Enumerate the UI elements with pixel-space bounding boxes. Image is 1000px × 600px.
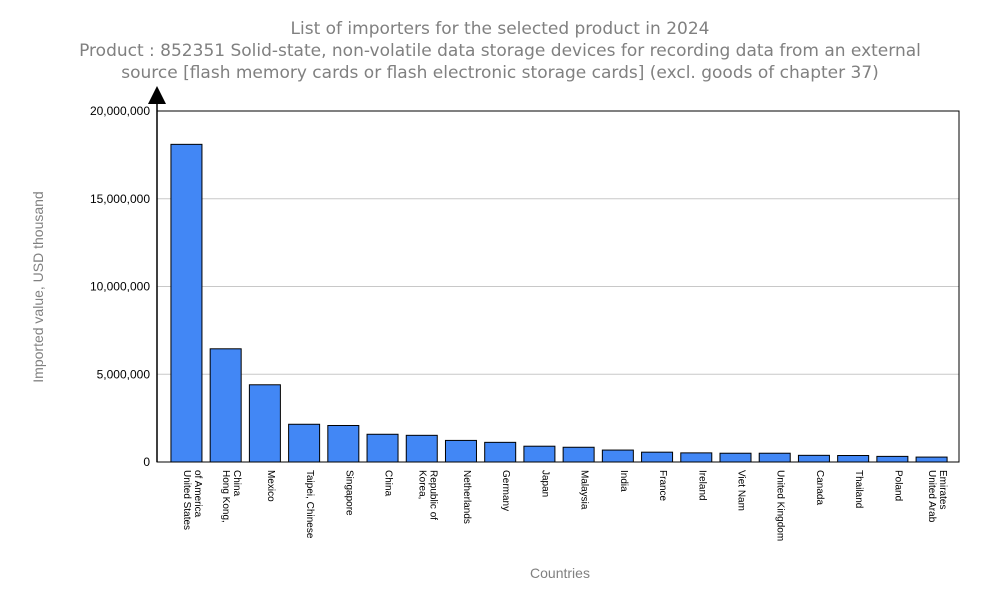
bar <box>170 143 203 463</box>
x-category-label-line: Poland <box>892 470 903 501</box>
x-category-label-line: Mexico <box>265 470 276 502</box>
y-axis-arrow-icon <box>148 86 166 104</box>
x-category-label-line: Hong Kong, <box>220 470 231 523</box>
x-category-label-line: Emirates <box>937 470 948 509</box>
x-category-label-line: Thailand <box>853 470 864 508</box>
bar <box>405 434 438 463</box>
y-tick-label: 15,000,000 <box>90 192 150 206</box>
bar <box>327 424 360 463</box>
bar <box>209 348 242 463</box>
x-category-label: China <box>383 470 394 497</box>
x-category-label-line: Ireland <box>696 470 707 501</box>
bar <box>837 455 870 463</box>
x-category-label-line: China <box>231 470 242 497</box>
x-category-label: United Arab Emirates <box>926 470 948 523</box>
x-category-label-line: Singapore <box>343 470 354 516</box>
x-category-label-line: Republic of <box>427 470 438 520</box>
bar <box>366 433 399 463</box>
y-tick-label: 5,000,000 <box>97 367 151 381</box>
x-category-label-line: Netherlands <box>461 470 472 524</box>
x-category-label-line: Canada <box>814 470 825 505</box>
x-category-label: Singapore <box>343 470 354 516</box>
bar <box>601 449 634 463</box>
x-category-label: Canada <box>814 470 825 505</box>
x-axis-title: Countries <box>530 565 590 581</box>
y-tick-label: 0 <box>143 455 150 469</box>
x-category-label: Hong Kong, China <box>220 470 242 523</box>
chart-subtitle-line-1: Product : 852351 Solid-state, non-volati… <box>79 41 921 61</box>
bar <box>248 384 281 463</box>
grid-lines <box>157 198 959 375</box>
x-category-label: Japan <box>539 470 550 497</box>
x-category-label-line: Viet Nam <box>735 470 746 511</box>
x-category-label-line: Japan <box>539 470 550 497</box>
x-category-labels: United States of America Hong Kong, China Me… <box>181 470 948 541</box>
bar <box>641 451 674 463</box>
x-category-label: United Kingdom <box>775 470 786 541</box>
x-category-label: India <box>618 470 629 492</box>
bar <box>915 456 948 463</box>
chart-title: List of importers for the selected produ… <box>290 19 710 39</box>
x-category-label: Viet Nam <box>735 470 746 511</box>
bar <box>758 452 791 463</box>
x-category-label-line: Taipei, Chinese <box>304 470 315 539</box>
x-category-label-line: Korea, <box>416 470 427 499</box>
x-category-label: Taipei, Chinese <box>304 470 315 539</box>
x-category-label: Mexico <box>265 470 276 502</box>
y-tick-labels: 0 5,000,000 10,000,000 15,000,000 20,000,000 <box>90 104 150 469</box>
x-category-label: Netherlands <box>461 470 472 524</box>
x-category-label: Malaysia <box>579 470 590 510</box>
bars <box>170 143 948 463</box>
x-category-label-line: Malaysia <box>579 470 590 510</box>
x-category-label-line: China <box>383 470 394 497</box>
bar <box>680 452 713 463</box>
x-category-label: France <box>657 470 668 502</box>
bar <box>444 439 477 463</box>
x-category-label-line: France <box>657 470 668 502</box>
x-category-label: Ireland <box>696 470 707 501</box>
x-category-label: Korea, Republic of <box>416 470 438 520</box>
bar <box>719 452 752 463</box>
x-category-label: Germany <box>500 470 511 511</box>
x-category-label: Poland <box>892 470 903 501</box>
x-category-label-line: India <box>618 470 629 492</box>
x-category-label: Thailand <box>853 470 864 508</box>
bar <box>562 446 595 463</box>
y-tick-label: 10,000,000 <box>90 280 150 294</box>
x-category-label-line: United Arab <box>926 470 937 523</box>
x-category-label: United States of America <box>181 470 203 530</box>
y-axis-title: Imported value, USD thousand <box>30 191 46 382</box>
bar <box>288 423 321 463</box>
x-category-label-line: of America <box>192 470 203 518</box>
bar <box>484 441 517 463</box>
x-category-label-line: United States <box>181 470 192 530</box>
y-tick-label: 20,000,000 <box>90 104 150 118</box>
x-category-label-line: United Kingdom <box>775 470 786 541</box>
bar <box>876 455 909 463</box>
chart-subtitle-line-2: source [flash memory cards or flash elec… <box>121 63 879 83</box>
bar <box>797 454 830 463</box>
x-category-label-line: Germany <box>500 470 511 511</box>
bar <box>523 445 556 463</box>
